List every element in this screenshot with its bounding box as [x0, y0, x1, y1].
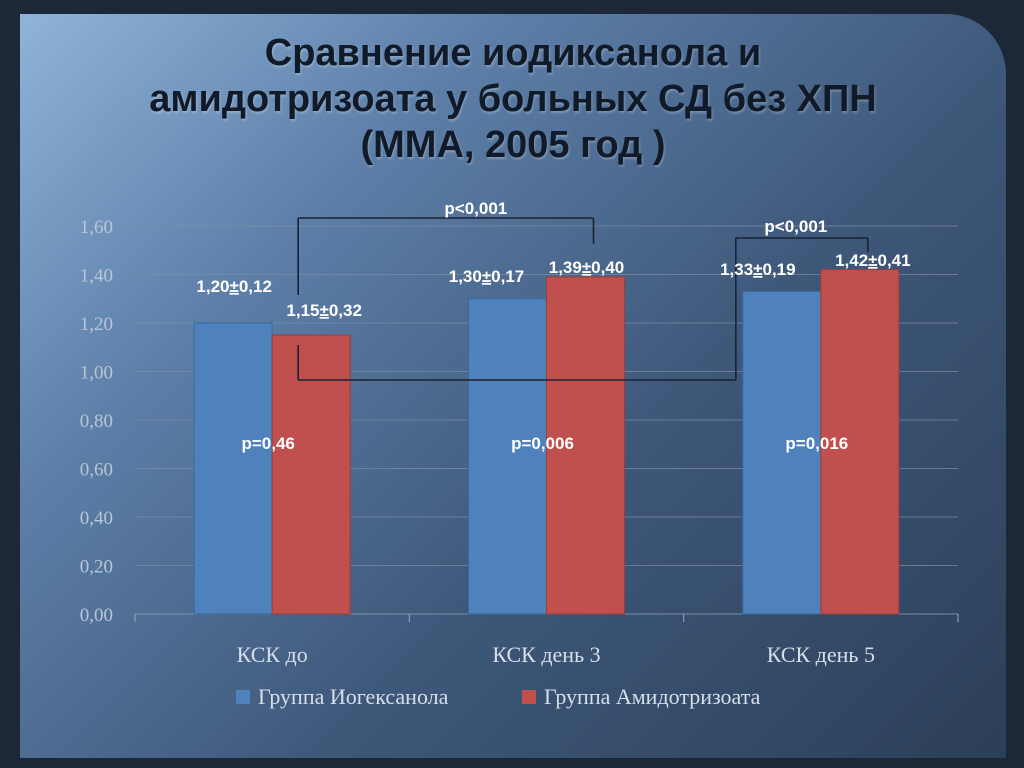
bar-series1: [468, 298, 547, 615]
y-tick-label: 1,40: [80, 266, 113, 287]
slide-title: Сравнение иодиксанола и амидотризоата у …: [20, 30, 1006, 168]
bracket-p-label: p<0,001: [764, 217, 827, 236]
bar-series2: [820, 269, 900, 615]
data-label: 1,39±0,40: [549, 258, 625, 277]
legend-label: Группа Амидотризоата: [544, 684, 761, 709]
legend-label: Группа Иогексанола: [258, 684, 449, 709]
y-tick-label: 1,00: [80, 363, 113, 384]
bar-series2: [546, 276, 625, 615]
y-tick-label: 0,40: [80, 508, 113, 529]
x-category-label: КСК до: [237, 642, 308, 667]
y-tick-label: 0,20: [80, 557, 113, 578]
bar-series2: [271, 334, 351, 615]
y-tick-label: 0,60: [80, 460, 113, 481]
data-label: 1,15±0,32: [286, 301, 362, 320]
bar-series1: [193, 322, 273, 615]
p-value-label: p=0,006: [511, 434, 574, 453]
title-line-2: амидотризоата у больных СД без ХПН: [149, 78, 877, 120]
legend-swatch: [236, 690, 250, 704]
y-tick-label: 0,80: [80, 411, 113, 432]
y-tick-label: 0,00: [80, 605, 113, 626]
title-line-1: Сравнение иодиксанола и: [264, 32, 762, 74]
title-line-3: (ММА, 2005 год ): [360, 124, 666, 166]
x-category-label: КСК день 5: [767, 642, 875, 667]
bar-series1: [742, 290, 822, 615]
x-category-label: КСК день 3: [492, 642, 600, 667]
p-value-label: p=0,46: [241, 434, 294, 453]
legend-swatch: [522, 690, 536, 704]
data-label: 1,30±0,17: [449, 267, 525, 286]
data-label: 1,20±0,12: [196, 277, 272, 296]
bracket-p-label: p<0,001: [444, 199, 507, 218]
data-label: 1,33±0,19: [720, 260, 796, 279]
y-tick-label: 1,60: [80, 217, 113, 238]
data-label: 1,42±0,41: [835, 251, 911, 270]
p-value-label: p=0,016: [785, 434, 848, 453]
y-tick-label: 1,20: [80, 314, 113, 335]
